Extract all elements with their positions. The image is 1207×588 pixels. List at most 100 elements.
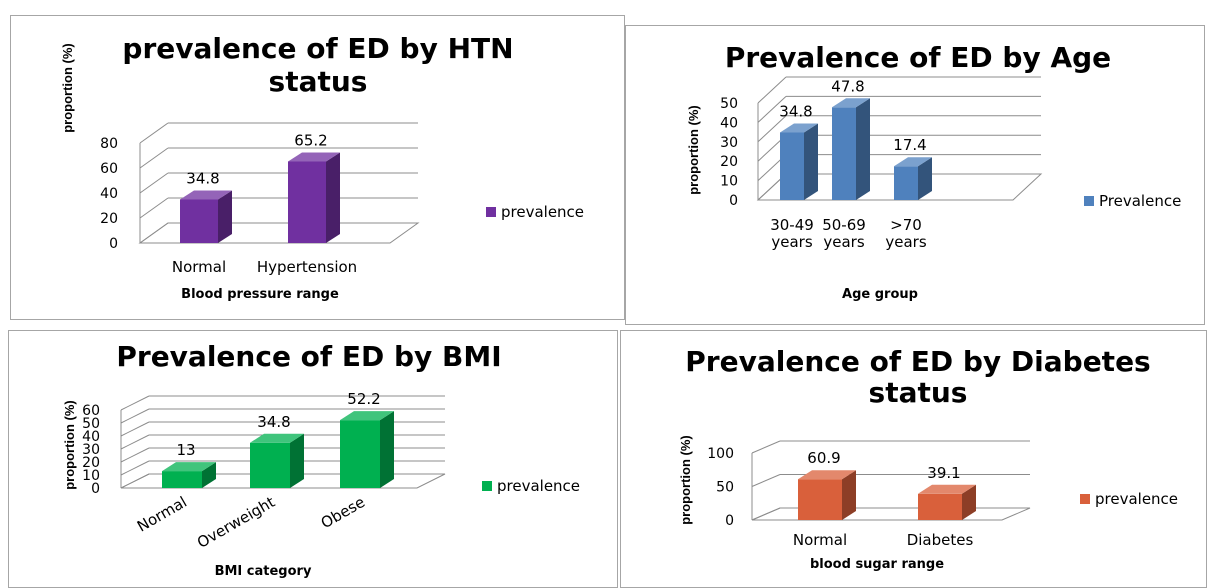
bar: [340, 411, 394, 488]
y-axis-title: proportion (%): [686, 105, 701, 195]
x-tick-label: 30-49: [770, 216, 814, 234]
x-axis-title: BMI category: [215, 564, 312, 579]
legend: prevalence: [486, 203, 584, 221]
bar: [250, 433, 304, 488]
y-tick-label: 20: [82, 455, 100, 471]
bar-top: [162, 462, 216, 472]
gridline-side: [139, 172, 169, 194]
x-tick-label: 50-69: [822, 216, 866, 234]
bar-top: [340, 411, 394, 421]
gridline-side: [120, 447, 150, 463]
bar-front: [250, 442, 290, 488]
legend: prevalence: [482, 477, 580, 495]
legend-swatch: [486, 207, 496, 217]
legend-label: prevalence: [1095, 490, 1178, 508]
x-tick-label: >70: [890, 216, 922, 234]
legend-label: prevalence: [497, 477, 580, 495]
gridline-side: [120, 434, 150, 450]
bar: [894, 157, 932, 200]
bar-top: [250, 433, 304, 443]
y-tick-label: 0: [729, 193, 738, 209]
y-tick-label: 40: [100, 186, 118, 202]
gridline-side: [751, 440, 781, 454]
bar-front: [832, 107, 856, 200]
gridline-side: [120, 395, 150, 411]
gridline-side: [120, 473, 150, 489]
gridline-side: [139, 222, 169, 244]
bar-side: [804, 123, 818, 200]
y-tick-label: 20: [100, 211, 118, 227]
y-tick-label: 60: [100, 161, 118, 177]
data-label: 39.1: [927, 464, 960, 482]
bar-front: [340, 420, 380, 488]
bar: [780, 123, 818, 200]
legend-swatch: [1084, 196, 1094, 206]
y-tick-label: 40: [720, 115, 738, 131]
bar-front: [918, 493, 962, 520]
bar-front: [180, 199, 218, 243]
legend: prevalence: [1080, 490, 1178, 508]
chart-title-line: Prevalence of ED by Diabetes: [685, 345, 1150, 378]
y-tick-label: 0: [725, 513, 734, 529]
bar: [162, 462, 216, 488]
data-label: 47.8: [831, 77, 864, 95]
bar-top: [832, 98, 870, 108]
bar-top: [918, 484, 976, 494]
y-tick-label: 30: [82, 442, 100, 458]
data-label: 13: [176, 441, 195, 459]
gridline-side: [139, 122, 169, 144]
bar-front: [894, 166, 918, 200]
chart-title-line: Prevalence of ED by Age: [725, 41, 1111, 74]
bar-front: [798, 479, 842, 520]
bar-side: [842, 470, 856, 520]
bar-front: [162, 471, 202, 488]
y-tick-label: 50: [720, 96, 738, 112]
y-tick-label: 10: [82, 468, 100, 484]
panel-frame-3: [8, 330, 618, 588]
panel-frame-4: [620, 330, 1207, 588]
bar-side: [856, 98, 870, 200]
x-tick-label: years: [771, 233, 812, 251]
bar-side: [202, 462, 216, 488]
x-axis-title: Age group: [842, 287, 918, 302]
bar-front: [288, 161, 326, 243]
x-tick-label: Hypertension: [257, 258, 357, 276]
bar: [180, 190, 232, 243]
gridline-side: [120, 421, 150, 437]
bar-front: [780, 132, 804, 200]
bar: [288, 152, 340, 243]
bar-top: [288, 152, 340, 162]
data-label: 60.9: [807, 449, 840, 467]
y-tick-label: 0: [109, 236, 118, 252]
data-label: 17.4: [893, 136, 926, 154]
data-label: 34.8: [186, 170, 219, 188]
chart-2: Prevalence of ED by Age 0 10 20 30 40 50 34.8 47…: [686, 41, 1181, 302]
data-label: 34.8: [257, 413, 290, 431]
y-tick-label: 50: [716, 480, 734, 496]
bar-side: [218, 190, 232, 243]
gridline-side: [757, 115, 787, 143]
data-label: 65.2: [294, 132, 327, 150]
x-tick-label: Normal: [172, 258, 226, 276]
bar-top: [798, 470, 856, 480]
bar-top: [780, 123, 818, 133]
chart-title: Prevalence of ED by Age: [725, 41, 1111, 74]
legend-swatch: [482, 481, 492, 491]
y-axis-title: proportion (%): [678, 435, 693, 525]
gridline-side: [120, 408, 150, 424]
bar: [798, 470, 856, 520]
bar: [832, 98, 870, 200]
chart-title: Prevalence of ED by BMI: [116, 340, 501, 373]
legend-swatch: [1080, 494, 1090, 504]
gridline-side: [120, 460, 150, 476]
x-tick-label: years: [885, 233, 926, 251]
legend-label: Prevalence: [1099, 192, 1181, 210]
legend-label: prevalence: [501, 203, 584, 221]
bar-side: [962, 484, 976, 520]
chart-title-line: status: [869, 376, 968, 409]
y-tick-label: 10: [720, 174, 738, 190]
